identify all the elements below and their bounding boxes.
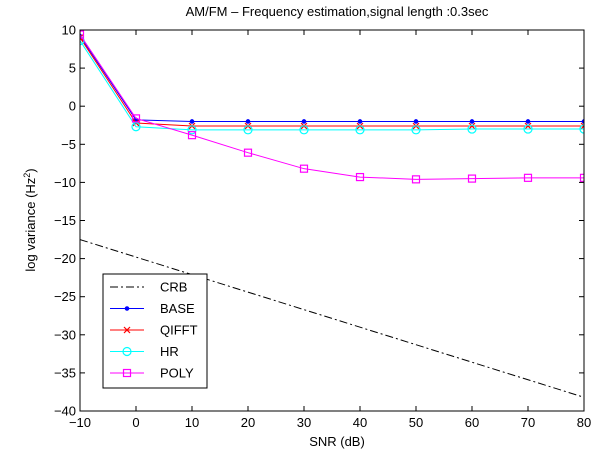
series-base [80, 33, 584, 124]
x-tick-label: 80 [577, 415, 591, 430]
y-tick-label: −10 [54, 175, 76, 190]
legend-items: CRB BASE QIFFT HR POLY [110, 280, 198, 381]
series-poly-line [80, 34, 584, 180]
series-qifft-point [80, 34, 84, 42]
legend-entry-qifft-point [123, 326, 131, 334]
series-qifft [80, 34, 584, 130]
series-hr-point [467, 124, 477, 134]
x-tick-label: 60 [465, 415, 479, 430]
series-hr-point [523, 124, 533, 134]
series-qifft-point-stroke [80, 36, 84, 42]
series-poly-point [243, 148, 253, 157]
series-hr-point [579, 124, 584, 134]
x-tick-label: 70 [521, 415, 535, 430]
x-tick-label: 20 [241, 415, 255, 430]
series-hr-point [411, 125, 421, 135]
series-poly-point [355, 172, 365, 182]
legend-entry-qifft-point-stroke [123, 326, 131, 334]
series-hr-line [80, 40, 584, 131]
y-tick-label: 5 [69, 61, 76, 76]
series-poly-point [299, 164, 309, 173]
y-axis-label-main: log variance (Hz [23, 178, 38, 272]
legend-entry-hr-point [122, 346, 132, 357]
series-base-point [189, 119, 195, 124]
chart-title: AM/FM – Frequency estimation,signal leng… [186, 4, 489, 19]
legend-entry-hr: HR [110, 344, 179, 359]
x-tick-label: −10 [69, 415, 91, 430]
series-base-line [80, 35, 584, 122]
series-poly [80, 30, 584, 184]
series-base-point [525, 119, 531, 124]
series-base-point [357, 119, 363, 124]
legend-entry-poly-point [122, 368, 132, 378]
legend-entry-base: BASE [110, 301, 195, 316]
x-tick-label: 30 [297, 415, 311, 430]
y-tick-label: −20 [54, 251, 76, 266]
series-qifft-point-stroke [580, 122, 584, 127]
y-tick-label: −30 [54, 327, 76, 342]
legend-box [102, 273, 208, 389]
y-tick-label: 10 [62, 23, 76, 38]
x-tick-label: 0 [132, 415, 139, 430]
series-hr-point [131, 122, 141, 132]
series-hr-point [299, 125, 309, 135]
series-poly-point [579, 173, 584, 182]
legend-entry-poly-label: POLY [160, 366, 194, 381]
legend-entry-qifft-label: QIFFT [160, 323, 198, 338]
series-poly-point [80, 30, 85, 39]
series-base-point [413, 119, 419, 124]
legend-entry-crb: CRB [110, 280, 187, 295]
y-tick-label: −35 [54, 365, 76, 380]
x-tick-label: 10 [185, 415, 199, 430]
series-poly-point [523, 173, 533, 182]
x-tick-label: 50 [409, 415, 423, 430]
y-tick-label: −25 [54, 289, 76, 304]
series-hr [80, 36, 584, 135]
x-tick-label: 40 [353, 415, 367, 430]
ticks-group: −10 0 10 20 30 40 50 60 70 80−40−35−30−25−20−15−1… [54, 23, 591, 431]
series-poly-point [187, 131, 197, 140]
series-poly-point [131, 114, 141, 123]
legend-entry-base-point [124, 306, 130, 311]
series-hr-point [243, 125, 253, 135]
series-hr-point [355, 125, 365, 135]
series-qifft-point-stroke [468, 122, 476, 130]
series-group [80, 30, 584, 398]
legend: CRB BASE QIFFT HR POLY [102, 273, 208, 389]
y-tick-label: −15 [54, 213, 76, 228]
series-poly-point [411, 175, 421, 184]
legend-entry-qifft: QIFFT [110, 323, 198, 338]
legend-entry-crb-label: CRB [160, 280, 187, 295]
series-qifft-line [80, 37, 584, 127]
legend-entry-poly: POLY [110, 366, 194, 381]
y-axis-label: log variance (Hz2) [22, 168, 38, 271]
series-qifft-point [524, 122, 532, 130]
series-hr-point [187, 125, 197, 135]
series-base-point [301, 119, 307, 124]
y-axis-label-close: ) [23, 168, 38, 172]
y-axis-label-superscript: 2 [22, 173, 32, 178]
y-tick-label: −40 [54, 404, 76, 419]
series-qifft-point [580, 122, 584, 130]
y-tick-label: 0 [69, 99, 76, 114]
series-poly-point [467, 174, 477, 183]
series-qifft-point-stroke [524, 122, 532, 130]
legend-entry-hr-label: HR [160, 344, 179, 359]
series-base-point [469, 119, 475, 124]
x-axis-label: SNR (dB) [309, 434, 365, 449]
series-qifft-point-stroke [80, 34, 84, 39]
y-tick-label: −5 [61, 137, 76, 152]
series-qifft-point [468, 122, 476, 130]
legend-entry-base-label: BASE [160, 301, 195, 316]
series-qifft-point-stroke [580, 125, 584, 130]
series-base-point [245, 119, 251, 124]
